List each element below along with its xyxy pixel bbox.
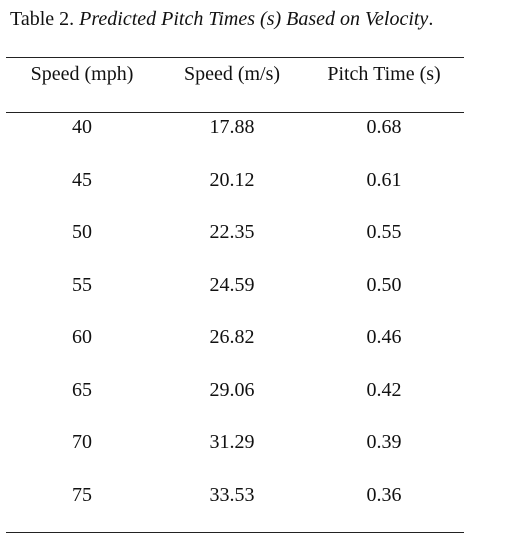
pitch-time-cell: 0.42 [366, 378, 402, 401]
speed-mph-cell: 40 [72, 116, 92, 138]
pitch-time-cell: 0.55 [366, 221, 402, 243]
pitch-time-cell: 0.61 [366, 168, 402, 191]
caption-period: . [428, 8, 434, 30]
table-top-rule [6, 57, 464, 58]
speed-mph-cell: 55 [72, 273, 92, 296]
speed-ms-cell: 31.29 [209, 431, 255, 453]
speed-ms-cell: 29.06 [209, 378, 255, 401]
caption-label: Table 2. [10, 8, 80, 30]
speed-ms-cell: 20.12 [209, 168, 255, 191]
speed-mph-cell: 70 [72, 431, 92, 453]
speed-mph-cell: 50 [72, 221, 92, 243]
pitch-time-cell: 0.50 [366, 273, 402, 296]
header-speed-mph: Speed (mph) [30, 63, 134, 85]
speed-ms-cell: 24.59 [209, 273, 255, 296]
speed-ms-cell: 33.53 [209, 483, 255, 506]
speed-mph-cell: 60 [72, 326, 92, 348]
pitch-time-cell: 0.46 [366, 326, 402, 348]
table-header-rule [6, 112, 464, 113]
table-caption: Table 2. Predicted Pitch Times (s) Based… [10, 7, 433, 31]
table-bottom-rule [6, 532, 464, 533]
speed-ms-cell: 17.88 [209, 116, 255, 138]
caption-title: Predicted Pitch Times (s) Based on Veloc… [79, 8, 429, 30]
speed-mph-cell: 65 [72, 378, 92, 401]
speed-ms-cell: 26.82 [209, 326, 255, 348]
pitch-time-cell: 0.39 [366, 431, 402, 453]
speed-mph-cell: 45 [72, 168, 92, 191]
header-speed-ms: Speed (m/s) [183, 63, 281, 85]
pitch-time-cell: 0.68 [366, 116, 402, 138]
speed-mph-cell: 75 [72, 483, 92, 506]
pitch-time-cell: 0.36 [366, 483, 402, 506]
speed-ms-cell: 22.35 [209, 221, 255, 243]
header-pitch-time: Pitch Time (s) [327, 63, 441, 85]
